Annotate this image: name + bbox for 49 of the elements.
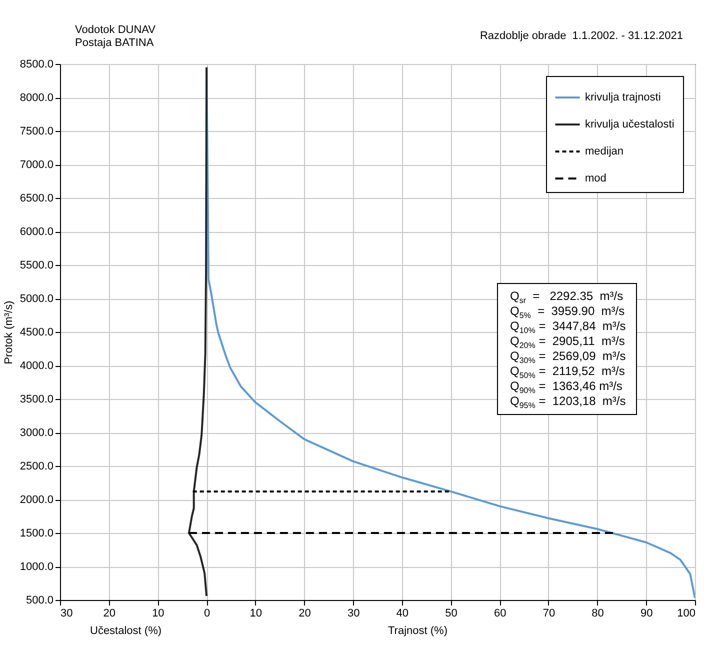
y-tick-label: 4500.0 [20, 326, 54, 338]
chart-subtitle: Razdoblje obrade 1.1.2002. - 31.12.2021 [480, 30, 683, 43]
y-tick-label: 8000.0 [20, 92, 54, 104]
y-tick-label: 3000.0 [20, 427, 54, 439]
y-tick-label: 7500.0 [20, 126, 54, 138]
y-tick-label: 5000.0 [20, 293, 54, 305]
chart-title: Vodotok DUNAV Postaja BATINA [75, 24, 156, 50]
y-tick-label: 4000.0 [20, 360, 54, 372]
x-axis-title: Trajnost (%) [388, 625, 448, 638]
annotation: Q$_{sr}$ = 2292.35 m³/s [510, 289, 624, 305]
annotation: Q$_{5%}$ = 3959.90 m³/s [510, 304, 626, 320]
y-tick-label: 500.0 [26, 594, 54, 606]
annotation: Q$_{90%}$ = 1363,46 m³/s [510, 379, 624, 395]
x-tick-label: 40 [396, 608, 409, 620]
annotation: Q$_{30%}$ = 2569,09 m³/s [510, 349, 626, 365]
line-series [188, 66, 208, 597]
y-tick-label: 7000.0 [20, 159, 54, 171]
annotation: Q$_{95%}$ = 1203,18 m³/s [510, 394, 626, 410]
y-tick-label: 3500.0 [20, 394, 54, 406]
annotation: Q$_{10%}$ = 3447,84 m³/s [510, 319, 626, 335]
x-tick-label: 80 [592, 608, 604, 620]
y-tick-label: 2500.0 [20, 460, 54, 472]
x-tick-label: 70 [542, 608, 556, 620]
y-tick-label: 2000.0 [20, 494, 54, 506]
x-tick-label: 20 [298, 608, 311, 620]
x-tick-label: 30 [347, 608, 360, 620]
y-tick-label: 6500.0 [20, 192, 54, 204]
x-tick-label: 60 [494, 608, 506, 620]
y-axis-title: Protok (m³/s) [2, 300, 15, 364]
x-tick-label: 100 [677, 608, 696, 620]
annotation: Q$_{50%}$ = 2119,52 m³/s [510, 364, 626, 380]
x-tick-label: 10 [152, 608, 164, 620]
x-tick-label: 30 [60, 608, 73, 620]
legend-label: krivulja trajnosti [585, 92, 661, 104]
x-tick-label: 50 [445, 608, 458, 620]
y-tick-label: 5500.0 [20, 260, 54, 272]
legend-label: krivulja učestalosti [585, 118, 674, 130]
legend-label: mod [585, 172, 606, 184]
legend-label: medijan [585, 146, 624, 158]
x-tick-label: 0 [204, 608, 210, 620]
text: Učestalost (%) [90, 625, 162, 638]
annotation: Q$_{20%}$ = 2905,11 m³/s [510, 334, 626, 350]
x-tick-label: 20 [103, 608, 116, 620]
x-tick-label: 10 [250, 608, 262, 620]
y-tick-label: 8500.0 [20, 58, 54, 70]
y-tick-label: 1000.0 [20, 561, 54, 573]
y-tick-label: 6000.0 [20, 226, 54, 238]
x-tick-label: 90 [640, 608, 653, 620]
y-tick-label: 1500.0 [20, 528, 54, 540]
